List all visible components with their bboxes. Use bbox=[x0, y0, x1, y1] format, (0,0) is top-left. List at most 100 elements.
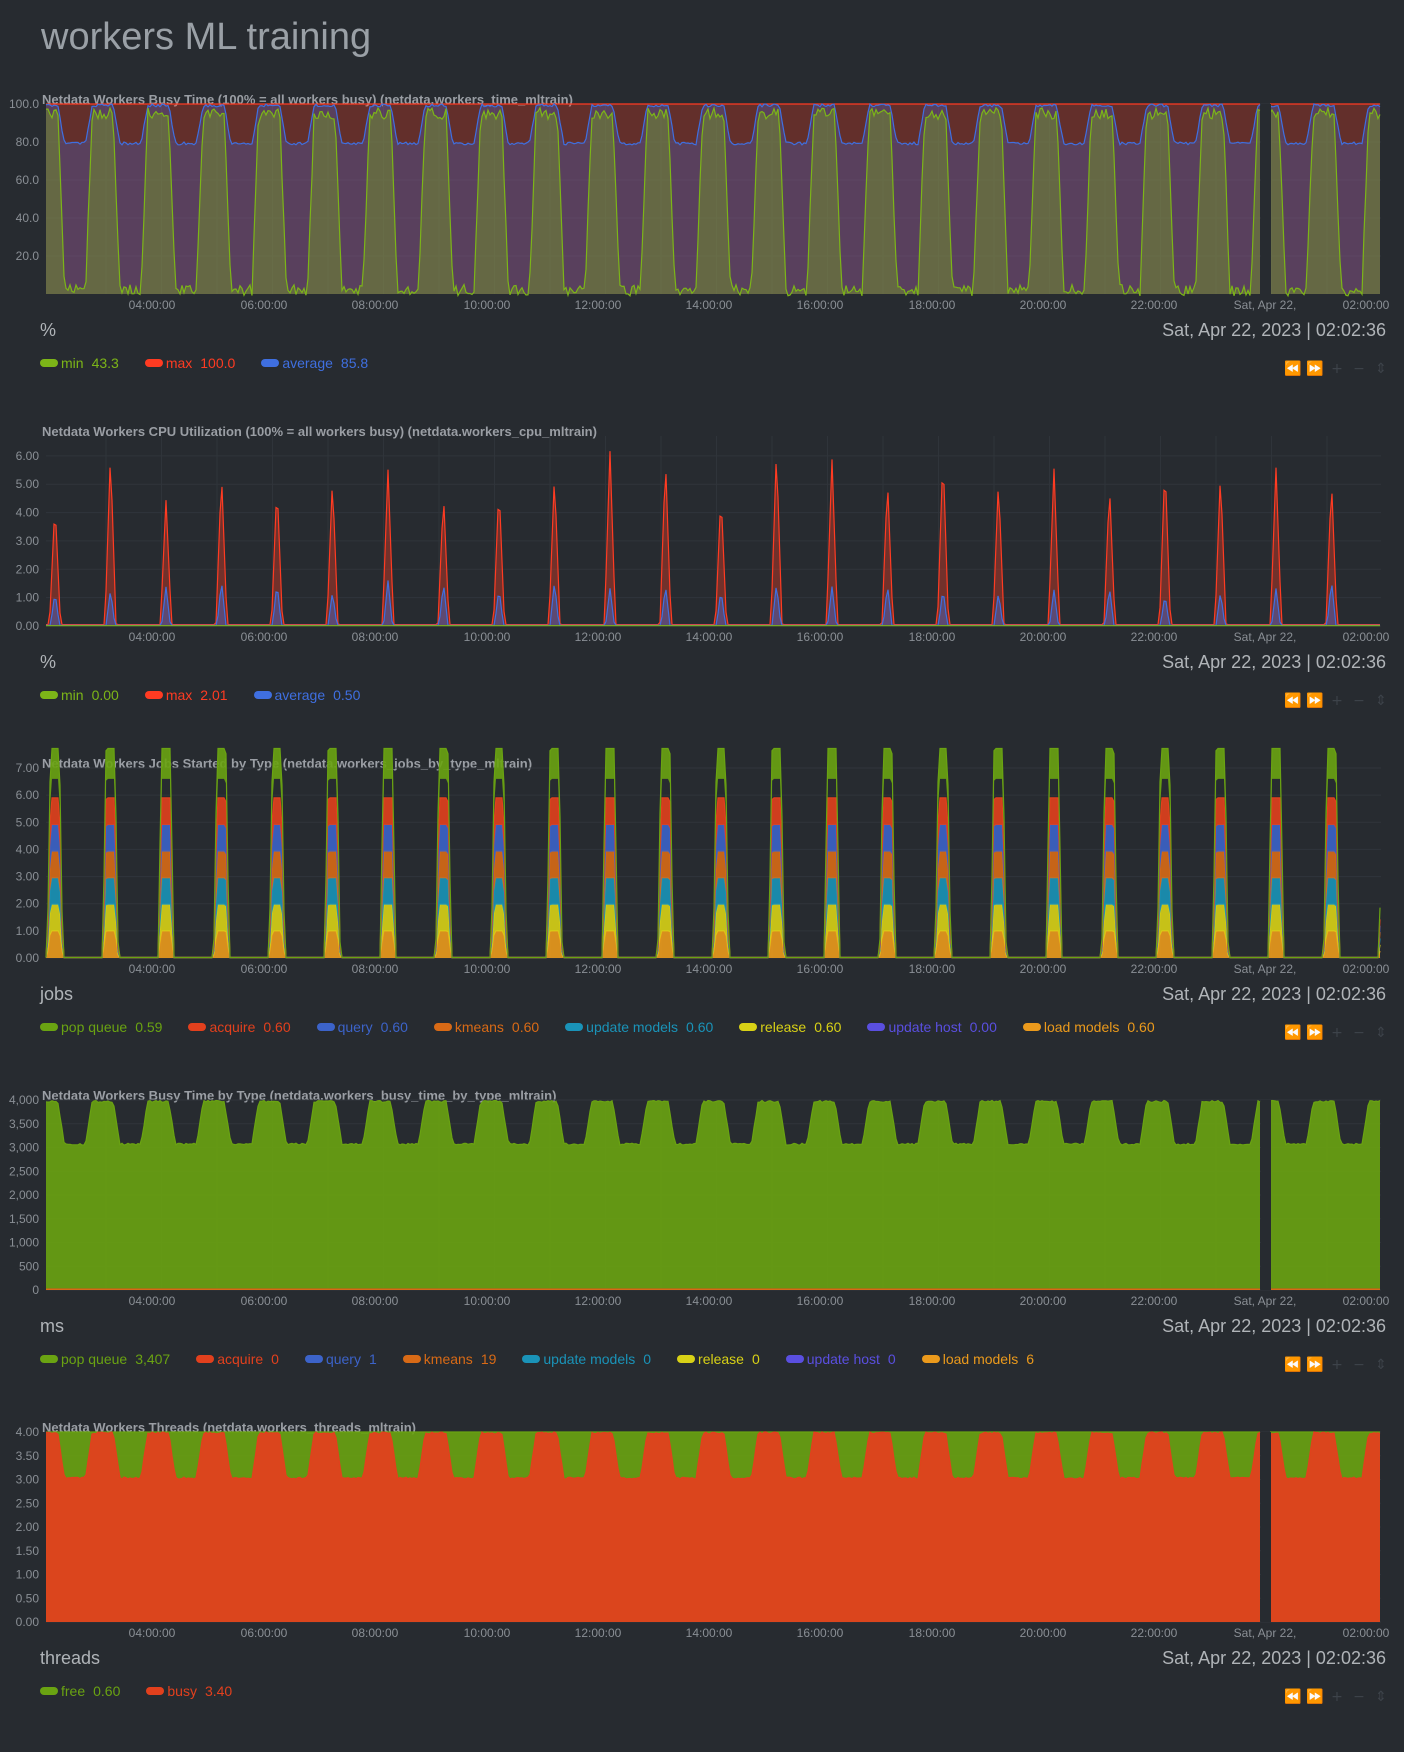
legend-swatch bbox=[739, 1023, 757, 1031]
y-tick-label: 4,000 bbox=[9, 1093, 39, 1107]
legend-swatch bbox=[403, 1355, 421, 1363]
pan-left-icon[interactable]: ⏪ bbox=[1284, 1688, 1302, 1706]
legend-series-name: query bbox=[326, 1351, 361, 1367]
x-tick-label: 16:00:00 bbox=[797, 298, 844, 312]
y-tick-label: 0 bbox=[32, 1283, 39, 1297]
legend-series-name: pop queue bbox=[61, 1351, 127, 1367]
resize-icon[interactable]: ⇕ bbox=[1372, 360, 1390, 378]
pan-right-icon[interactable]: ⏩ bbox=[1306, 1688, 1324, 1706]
chart-plot[interactable]: 4,0003,5003,0002,5002,0001,5001,00050000… bbox=[0, 1098, 1404, 1312]
legend-series-value: 0.60 bbox=[814, 1019, 841, 1035]
x-tick-label: 04:00:00 bbox=[129, 298, 176, 312]
legend-series-name: kmeans bbox=[424, 1351, 473, 1367]
pan-left-icon[interactable]: ⏪ bbox=[1284, 1356, 1302, 1374]
zoom-out-icon[interactable]: − bbox=[1350, 1024, 1368, 1042]
x-tick-label: 08:00:00 bbox=[352, 298, 399, 312]
legend-swatch bbox=[317, 1023, 335, 1031]
x-tick-label: 10:00:00 bbox=[464, 962, 511, 976]
legend-series-value: 0 bbox=[643, 1351, 651, 1367]
zoom-in-icon[interactable]: + bbox=[1328, 692, 1346, 710]
x-tick-label: 16:00:00 bbox=[797, 1626, 844, 1640]
chart-plot[interactable]: 7.006.005.004.003.002.001.000.0004:00:00… bbox=[0, 766, 1404, 980]
legend-swatch bbox=[40, 1355, 58, 1363]
legend-series-name: acquire bbox=[209, 1019, 255, 1035]
legend-item[interactable]: kmeans 19 bbox=[403, 1351, 497, 1367]
x-tick-label: 16:00:00 bbox=[797, 630, 844, 644]
x-tick-label: Sat, Apr 22, bbox=[1234, 630, 1297, 644]
legend-series-name: acquire bbox=[217, 1351, 263, 1367]
legend-series-value: 0.50 bbox=[333, 687, 360, 703]
y-tick-label: 6.00 bbox=[16, 449, 40, 463]
pan-right-icon[interactable]: ⏩ bbox=[1306, 692, 1324, 710]
x-tick-label: 08:00:00 bbox=[352, 962, 399, 976]
chart-plot[interactable]: 4.003.503.002.502.001.501.000.500.0004:0… bbox=[0, 1430, 1404, 1644]
y-tick-label: 2.50 bbox=[16, 1496, 40, 1510]
zoom-in-icon[interactable]: + bbox=[1328, 1024, 1346, 1042]
pan-left-icon[interactable]: ⏪ bbox=[1284, 1024, 1302, 1042]
legend-series-value: 2.01 bbox=[200, 687, 227, 703]
resize-icon[interactable]: ⇕ bbox=[1372, 692, 1390, 710]
resize-icon[interactable]: ⇕ bbox=[1372, 1024, 1390, 1042]
chart-datetime: Sat, Apr 22, 2023 | 02:02:36 bbox=[1162, 652, 1386, 673]
resize-icon[interactable]: ⇕ bbox=[1372, 1356, 1390, 1374]
zoom-in-icon[interactable]: + bbox=[1328, 1356, 1346, 1374]
pan-right-icon[interactable]: ⏩ bbox=[1306, 360, 1324, 378]
y-tick-label: 6.00 bbox=[16, 788, 40, 802]
data-gap bbox=[1261, 104, 1271, 294]
y-tick-label: 5.00 bbox=[16, 815, 40, 829]
x-tick-label: 06:00:00 bbox=[241, 630, 288, 644]
legend-series-value: 3.40 bbox=[205, 1683, 232, 1699]
y-tick-label: 5.00 bbox=[16, 477, 40, 491]
zoom-in-icon[interactable]: + bbox=[1328, 1688, 1346, 1706]
x-tick-label: Sat, Apr 22, bbox=[1234, 298, 1297, 312]
legend-series-value: 19 bbox=[481, 1351, 497, 1367]
zoom-out-icon[interactable]: − bbox=[1350, 1688, 1368, 1706]
chart-panel: Netdata Workers Threads (netdata.workers… bbox=[0, 1420, 1404, 1752]
resize-icon[interactable]: ⇕ bbox=[1372, 1688, 1390, 1706]
y-tick-label: 4.00 bbox=[16, 842, 40, 856]
pan-right-icon[interactable]: ⏩ bbox=[1306, 1356, 1324, 1374]
y-tick-label: 3.00 bbox=[16, 1473, 40, 1487]
legend-series-value: 43.3 bbox=[92, 355, 119, 371]
pan-left-icon[interactable]: ⏪ bbox=[1284, 360, 1302, 378]
pan-right-icon[interactable]: ⏩ bbox=[1306, 1024, 1324, 1042]
x-tick-label: Sat, Apr 22, bbox=[1234, 962, 1297, 976]
zoom-out-icon[interactable]: − bbox=[1350, 360, 1368, 378]
legend-swatch bbox=[434, 1023, 452, 1031]
legend-item[interactable]: acquire 0.60 bbox=[188, 1019, 290, 1035]
legend-series-name: update host bbox=[807, 1351, 880, 1367]
legend-series-value: 0.60 bbox=[263, 1019, 290, 1035]
x-tick-label: 06:00:00 bbox=[241, 1626, 288, 1640]
y-tick-label: 60.0 bbox=[16, 173, 40, 187]
zoom-in-icon[interactable]: + bbox=[1328, 360, 1346, 378]
x-tick-label: 04:00:00 bbox=[129, 1626, 176, 1640]
zoom-out-icon[interactable]: − bbox=[1350, 692, 1368, 710]
zoom-out-icon[interactable]: − bbox=[1350, 1356, 1368, 1374]
pan-left-icon[interactable]: ⏪ bbox=[1284, 692, 1302, 710]
